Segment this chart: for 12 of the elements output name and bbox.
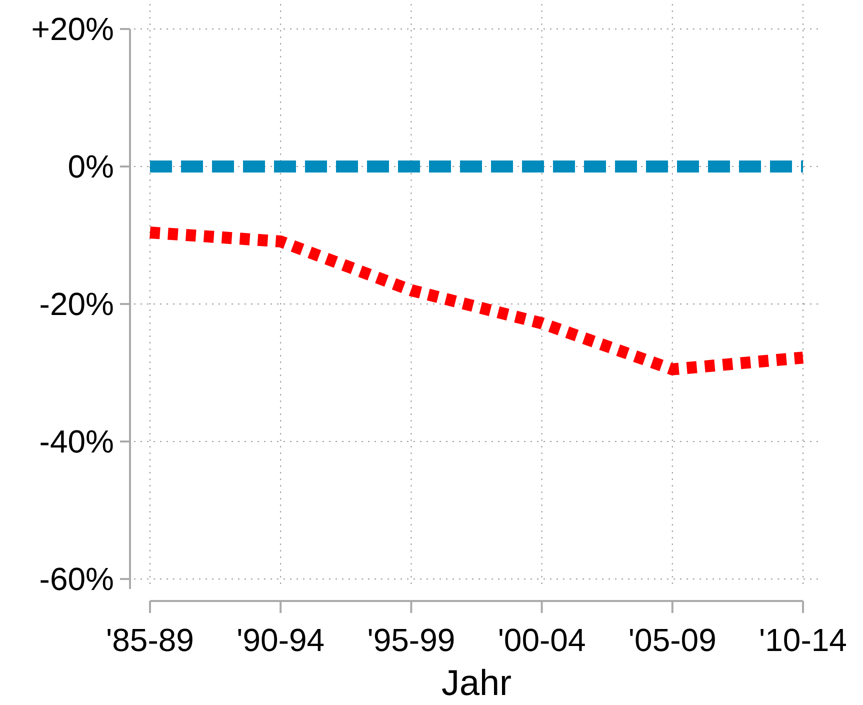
x-tick-label: '00-04 [498, 622, 586, 658]
y-tick-label: -60% [39, 561, 114, 598]
x-axis-title: Jahr [441, 662, 512, 703]
y-tick-label: -40% [39, 424, 114, 460]
x-tick-label: '95-99 [367, 622, 456, 658]
x-tick-label: '90-94 [236, 622, 325, 658]
x-tick-label: '05-09 [628, 622, 716, 658]
x-tick-label: '85-89 [106, 622, 194, 658]
x-tick-label: '10-14 [759, 622, 847, 658]
y-tick-label: -20% [39, 286, 114, 322]
y-tick-label: +20% [31, 11, 114, 48]
y-tick-label: 0% [68, 148, 114, 185]
